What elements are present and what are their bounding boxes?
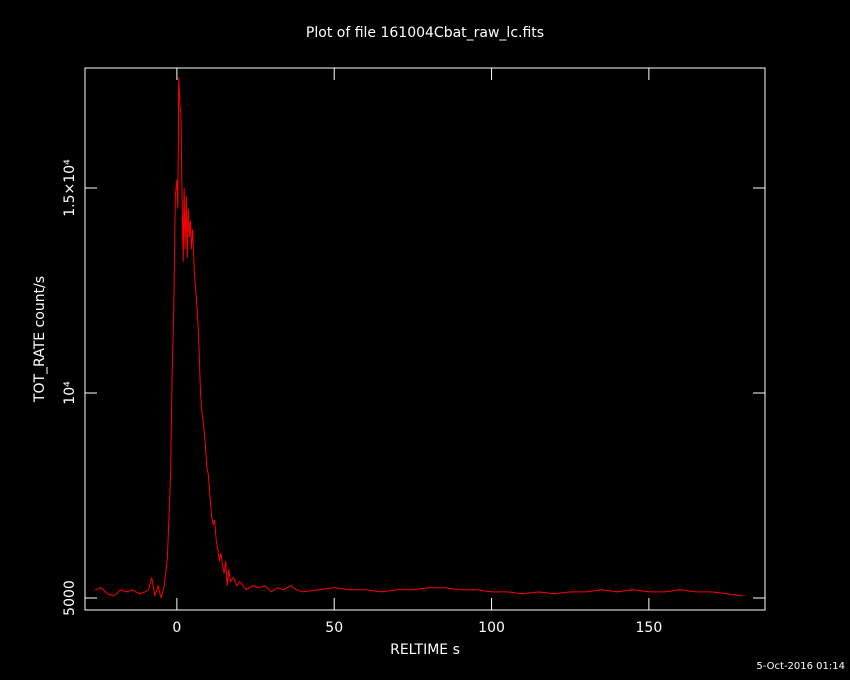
x-tick-label: 50 xyxy=(325,620,343,636)
x-tick-label: 100 xyxy=(478,620,505,636)
y-tick-label: 5000 xyxy=(62,580,78,616)
x-tick-label: 0 xyxy=(172,620,181,636)
footer-timestamp: 5-Oct-2016 01:14 xyxy=(756,661,845,672)
chart-title: Plot of file 161004Cbat_raw_lc.fits xyxy=(306,25,544,41)
plot-frame xyxy=(84,67,766,611)
x-tick-label: 150 xyxy=(636,620,663,636)
y-tick-label: 10⁴ xyxy=(62,381,78,405)
y-axis-label: TOT_RATE count/s xyxy=(32,276,48,403)
data-line xyxy=(94,77,744,599)
y-tick-label: 1.5×10⁴ xyxy=(62,159,78,217)
x-axis-label: RELTIME s xyxy=(390,642,460,658)
